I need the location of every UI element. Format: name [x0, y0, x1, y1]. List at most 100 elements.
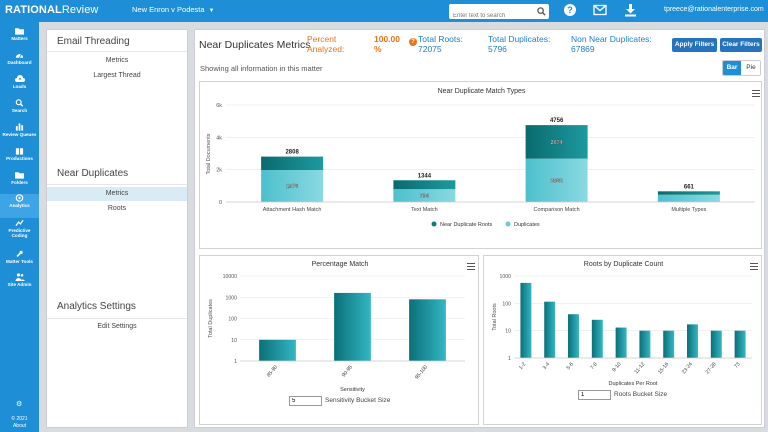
- analytics-nav-panel: Email Threading Metrics Largest Thread N…: [46, 29, 188, 428]
- chart-title: Roots by Duplicate Count: [583, 261, 664, 268]
- sidebar-item-site-admin[interactable]: Site Admin: [0, 273, 39, 297]
- sidebar-item-matter-tools[interactable]: Matter Tools: [0, 250, 39, 274]
- chart-menu-icon[interactable]: [467, 263, 475, 270]
- legend-label-duplicates: Duplicates: [514, 222, 540, 228]
- copyright-year: © 2021: [11, 416, 28, 422]
- sidebar-item-predictive-coding[interactable]: Predictive Coding: [0, 219, 39, 243]
- search-icon: [15, 99, 24, 107]
- search-icon[interactable]: [537, 7, 546, 16]
- nav-et-largest-thread[interactable]: Largest Thread: [93, 72, 141, 79]
- user-email[interactable]: tpreece@rationalenterprise.com: [664, 6, 764, 13]
- chart-title: Percentage Match: [311, 261, 369, 268]
- bar-duplicates: [261, 170, 324, 202]
- chart-type-toggle: Bar Pie: [722, 60, 761, 76]
- roots-data-label: 2074: [551, 140, 564, 146]
- sidebar-item-search[interactable]: Search: [0, 99, 39, 123]
- bar-chart-icon: [15, 123, 24, 131]
- download-icon[interactable]: [624, 3, 637, 17]
- help-circle-icon[interactable]: ?: [409, 38, 417, 46]
- sidebar-item-label: Predictive Coding: [8, 228, 31, 238]
- bar-total-label: 661: [684, 184, 695, 190]
- about-link[interactable]: About: [12, 423, 27, 429]
- copyright: © 2021 About: [0, 416, 39, 429]
- nav-et-metrics[interactable]: Metrics: [105, 57, 129, 64]
- bar: [663, 330, 675, 358]
- y-tick-label: 10: [231, 338, 237, 344]
- bar: [568, 314, 579, 358]
- sidebar-item-review-queues[interactable]: Review Queues: [0, 123, 39, 147]
- x-category-label: 95-100: [414, 364, 429, 380]
- bar-duplicates: [393, 189, 456, 202]
- y-tick-label: 4k: [216, 135, 222, 141]
- x-category-label: 1-2: [518, 361, 527, 371]
- sidebar-item-loads[interactable]: Loads: [0, 75, 39, 99]
- dashboard-icon: [15, 54, 24, 58]
- roots-bucket-input[interactable]: [578, 390, 611, 400]
- sidebar-item-label: Search: [11, 108, 28, 113]
- y-axis-label: Total Documents: [206, 133, 212, 174]
- divider: [47, 51, 187, 52]
- mail-icon[interactable]: [593, 4, 607, 16]
- y-axis-label: Total Duplicates: [208, 299, 214, 338]
- sidebar-item-analytics[interactable]: Analytics: [0, 194, 39, 218]
- search-input[interactable]: [449, 8, 535, 24]
- nav-nd-metrics[interactable]: Metrics: [47, 187, 187, 201]
- logo-rest: Review: [61, 4, 99, 16]
- bar-duplicates: [525, 158, 588, 202]
- y-tick-label: 2k: [216, 168, 222, 174]
- chart-menu-icon[interactable]: [750, 263, 758, 270]
- y-tick-label: 1000: [225, 295, 237, 301]
- sensitivity-bucket-label: Sensitivity Bucket Size: [325, 397, 391, 404]
- x-category-label: Multiple Types: [671, 207, 706, 213]
- x-category-label: 3-4: [542, 361, 551, 371]
- x-category-label: 11-12: [634, 361, 647, 375]
- sidebar-item-label: Dashboard: [7, 60, 32, 65]
- section-analytics-settings: Analytics Settings: [57, 301, 136, 312]
- percentage-match-chart: Percentage Match 1 10 100 1000 10000 Total Du…: [199, 255, 479, 425]
- sensitivity-bucket-input[interactable]: [289, 396, 322, 406]
- clear-filters-button[interactable]: Clear Filters: [720, 38, 762, 52]
- y-tick-label: 10000: [223, 274, 238, 280]
- bar: [544, 301, 556, 358]
- y-tick-label: 0: [219, 200, 222, 206]
- roots-by-duplicate-count-svg: 1 10 100 1000 Total Roots 1-2 3-4 5-6 7-8 9-10 11-…: [492, 274, 752, 387]
- apply-filters-button[interactable]: Apply Filters: [672, 38, 717, 52]
- gear-icon[interactable]: ⚙: [16, 401, 23, 408]
- chart-menu-icon[interactable]: [752, 90, 760, 97]
- sidebar-item-label: Matter Tools: [6, 259, 33, 264]
- sidebar-item-matters[interactable]: Matters: [0, 27, 39, 51]
- total-duplicates: Total Duplicates: 5796: [488, 34, 551, 54]
- x-category-label: 73: [733, 361, 741, 369]
- y-tick-label: 10: [505, 329, 511, 335]
- x-category-label: 15-16: [657, 361, 670, 375]
- bar-near-duplicate-roots: [393, 180, 456, 190]
- nav-nd-roots[interactable]: Roots: [107, 205, 127, 212]
- nav-edit-settings[interactable]: Edit Settings: [97, 323, 137, 330]
- search-box: [449, 4, 549, 24]
- matter-selector[interactable]: New Enron v Podesta ▼: [132, 5, 215, 14]
- help-icon[interactable]: ?: [563, 3, 577, 17]
- toggle-bar[interactable]: Bar: [723, 61, 741, 75]
- svg-text:?: ?: [567, 5, 573, 15]
- sidebar-item-folders[interactable]: Folders: [0, 171, 39, 195]
- bar: [409, 299, 446, 361]
- wrench-icon: [16, 250, 23, 257]
- filter-info: Showing all information in this matter: [200, 64, 323, 73]
- x-category-label: 90-95: [341, 364, 354, 378]
- y-tick-label: 6k: [216, 103, 222, 109]
- sidebar-item-dashboard[interactable]: Dashboard: [0, 51, 39, 75]
- line-chart-icon: [15, 219, 24, 227]
- matter-name: New Enron v Podesta: [132, 5, 205, 14]
- roots-by-duplicate-count-chart: Roots by Duplicate Count 1 10 100 1000 Total…: [483, 255, 762, 425]
- bar-total-label: 2808: [285, 150, 299, 156]
- app-logo[interactable]: RATIONALReview: [5, 4, 98, 16]
- sidebar-item-productions[interactable]: Productions: [0, 147, 39, 171]
- toggle-pie[interactable]: Pie: [746, 64, 756, 71]
- y-tick-label: 1000: [499, 274, 511, 280]
- bar-near-duplicate-roots: [657, 191, 720, 195]
- x-category-label: 27-28: [705, 361, 718, 375]
- duplicates-data-label: 794: [420, 194, 430, 200]
- bar: [639, 330, 651, 358]
- folder-icon: [15, 172, 24, 179]
- x-category-label: 9-10: [611, 361, 622, 373]
